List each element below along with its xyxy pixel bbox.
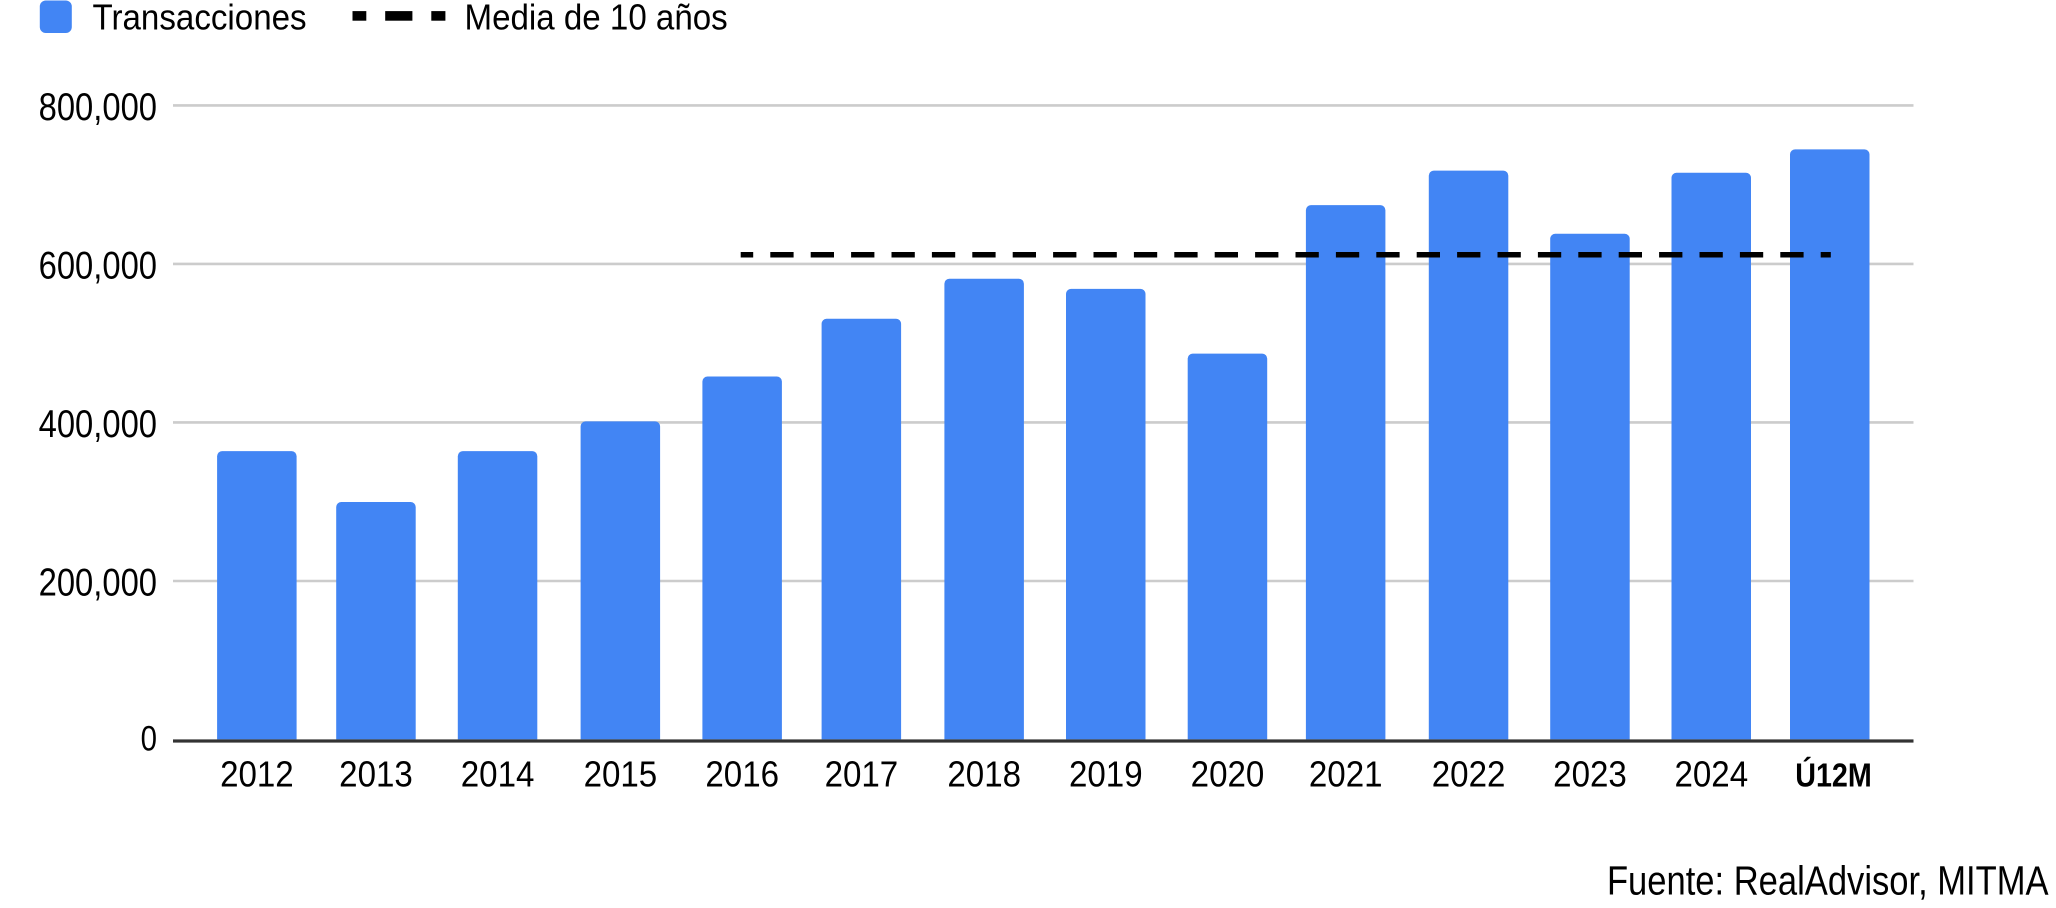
svg-text:800,000: 800,000 — [39, 84, 157, 128]
svg-text:2024: 2024 — [1674, 755, 1748, 795]
svg-text:0: 0 — [141, 719, 157, 758]
svg-text:600,000: 600,000 — [39, 243, 157, 287]
svg-text:2014: 2014 — [461, 755, 535, 795]
svg-text:2019: 2019 — [1069, 755, 1143, 795]
svg-text:2023: 2023 — [1553, 755, 1627, 795]
svg-text:200,000: 200,000 — [39, 560, 157, 604]
svg-text:2020: 2020 — [1191, 755, 1265, 795]
svg-text:Ú12M: Ú12M — [1795, 756, 1872, 794]
svg-text:2013: 2013 — [339, 755, 413, 795]
svg-text:2016: 2016 — [705, 755, 779, 795]
svg-text:2018: 2018 — [947, 755, 1021, 795]
svg-text:2015: 2015 — [584, 755, 658, 795]
svg-text:Media de 10 años: Media de 10 años — [465, 0, 728, 38]
svg-text:400,000: 400,000 — [39, 401, 157, 445]
svg-text:2012: 2012 — [220, 755, 294, 795]
svg-text:2021: 2021 — [1309, 755, 1383, 795]
svg-text:Transacciones: Transacciones — [93, 0, 307, 38]
svg-text:2017: 2017 — [825, 755, 899, 795]
svg-text:Fuente: RealAdvisor, MITMA: Fuente: RealAdvisor, MITMA — [1607, 859, 2049, 904]
svg-text:2022: 2022 — [1432, 755, 1506, 795]
